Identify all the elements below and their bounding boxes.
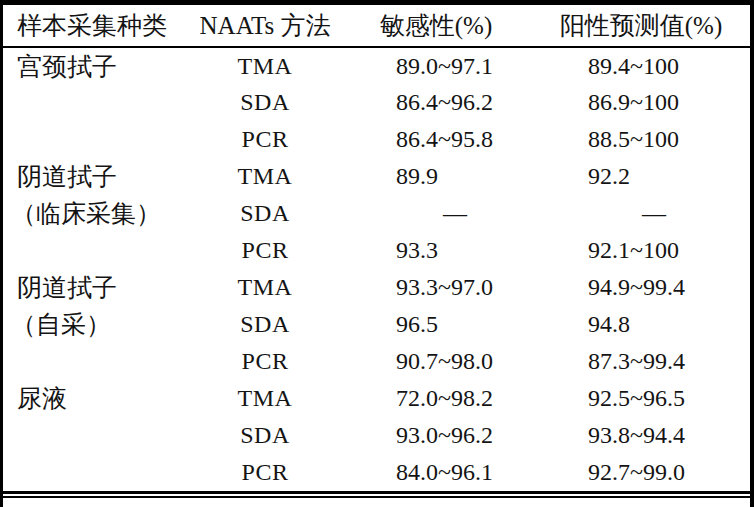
sample-type-cell: 阴道拭子（自采） <box>3 269 190 380</box>
method-cell: TMA <box>190 47 340 84</box>
table-frame: 样本采集种类 NAATs 方法 敏感性(%) 阳性预测值(%) 宫颈拭子TMA8… <box>0 0 754 507</box>
ppv-cell: 87.3~99.4 <box>532 343 750 380</box>
no-data-dash: — <box>396 200 514 227</box>
ppv-cell: 93.8~94.4 <box>532 417 750 454</box>
ppv-cell: 92.1~100 <box>532 232 750 269</box>
method-cell: SDA <box>190 195 340 232</box>
value-text: 90.7~98.0 <box>396 348 514 375</box>
table-row: 尿液TMA 72.0~98.2 92.5~96.5 <box>3 380 750 417</box>
ppv-cell: 88.5~100 <box>532 121 750 158</box>
value-text: 92.2 <box>588 163 720 190</box>
value-text: 94.9~99.4 <box>588 274 720 301</box>
value-text: 89.9 <box>396 163 514 190</box>
col-header-ppv: 阳性预测值(%) <box>532 5 750 47</box>
value-text: 96.5 <box>396 311 514 338</box>
sensitivity-cell: — <box>340 195 532 232</box>
sensitivity-cell: 86.4~95.8 <box>340 121 532 158</box>
value-text: 72.0~98.2 <box>396 385 514 412</box>
ppv-cell: 89.4~100 <box>532 47 750 84</box>
value-text: 84.0~96.1 <box>396 459 514 486</box>
ppv-cell: 92.5~96.5 <box>532 380 750 417</box>
value-text: 93.0~96.2 <box>396 422 514 449</box>
value-text: 92.7~99.0 <box>588 459 720 486</box>
method-cell: PCR <box>190 232 340 269</box>
ppv-cell: 86.9~100 <box>532 84 750 121</box>
col-header-sensitivity: 敏感性(%) <box>340 5 532 47</box>
sensitivity-cell: 89.0~97.1 <box>340 47 532 84</box>
value-text: 86.4~96.2 <box>396 89 514 116</box>
ppv-cell: 94.8 <box>532 306 750 343</box>
method-cell: TMA <box>190 158 340 195</box>
method-cell: SDA <box>190 417 340 454</box>
value-text: 88.5~100 <box>588 126 720 153</box>
sample-type-cell: 尿液 <box>3 380 190 491</box>
naats-performance-table: 样本采集种类 NAATs 方法 敏感性(%) 阳性预测值(%) 宫颈拭子TMA8… <box>3 5 750 491</box>
value-text: 93.3 <box>396 237 514 264</box>
col-header-naats-method: NAATs 方法 <box>190 5 340 47</box>
method-cell: PCR <box>190 454 340 491</box>
method-cell: PCR <box>190 343 340 380</box>
paper-table-screenshot: 样本采集种类 NAATs 方法 敏感性(%) 阳性预测值(%) 宫颈拭子TMA8… <box>0 0 754 507</box>
bottom-double-rule <box>3 491 750 498</box>
value-text: 89.0~97.1 <box>396 53 514 80</box>
value-text: 93.8~94.4 <box>588 422 720 449</box>
ppv-cell: 92.2 <box>532 158 750 195</box>
method-cell: PCR <box>190 121 340 158</box>
sample-type-label: 阴道拭子 <box>17 269 190 306</box>
value-text: 86.9~100 <box>588 89 720 116</box>
sample-type-label: 宫颈拭子 <box>17 48 190 85</box>
value-text: 87.3~99.4 <box>588 348 720 375</box>
method-cell: SDA <box>190 306 340 343</box>
value-text: 86.4~95.8 <box>396 126 514 153</box>
ppv-cell: — <box>532 195 750 232</box>
sensitivity-cell: 96.5 <box>340 306 532 343</box>
sensitivity-cell: 93.3 <box>340 232 532 269</box>
method-cell: TMA <box>190 269 340 306</box>
value-text: 92.1~100 <box>588 237 720 264</box>
sample-type-label: （临床采集） <box>11 195 190 232</box>
method-cell: TMA <box>190 380 340 417</box>
sensitivity-cell: 90.7~98.0 <box>340 343 532 380</box>
value-text: 89.4~100 <box>588 53 720 80</box>
no-data-dash: — <box>588 200 720 227</box>
sample-type-label: 阴道拭子 <box>17 158 190 195</box>
value-text: 92.5~96.5 <box>588 385 720 412</box>
sample-type-label: 尿液 <box>17 380 190 417</box>
ppv-cell: 94.9~99.4 <box>532 269 750 306</box>
col-header-sample-type: 样本采集种类 <box>3 5 190 47</box>
method-cell: SDA <box>190 84 340 121</box>
sensitivity-cell: 72.0~98.2 <box>340 380 532 417</box>
sample-type-cell: 宫颈拭子 <box>3 47 190 158</box>
value-text: 94.8 <box>588 311 720 338</box>
table-row: 宫颈拭子TMA 89.0~97.1 89.4~100 <box>3 47 750 84</box>
table-row: 阴道拭子（临床采集）TMA89.992.2 <box>3 158 750 195</box>
ppv-cell: 92.7~99.0 <box>532 454 750 491</box>
sensitivity-cell: 84.0~96.1 <box>340 454 532 491</box>
sample-type-cell: 阴道拭子（临床采集） <box>3 158 190 269</box>
sample-type-label: （自采） <box>11 306 190 343</box>
sensitivity-cell: 93.3~97.0 <box>340 269 532 306</box>
sensitivity-cell: 89.9 <box>340 158 532 195</box>
sensitivity-cell: 93.0~96.2 <box>340 417 532 454</box>
sensitivity-cell: 86.4~96.2 <box>340 84 532 121</box>
header-row: 样本采集种类 NAATs 方法 敏感性(%) 阳性预测值(%) <box>3 5 750 47</box>
value-text: 93.3~97.0 <box>396 274 514 301</box>
table-row: 阴道拭子（自采）TMA93.3~97.094.9~99.4 <box>3 269 750 306</box>
